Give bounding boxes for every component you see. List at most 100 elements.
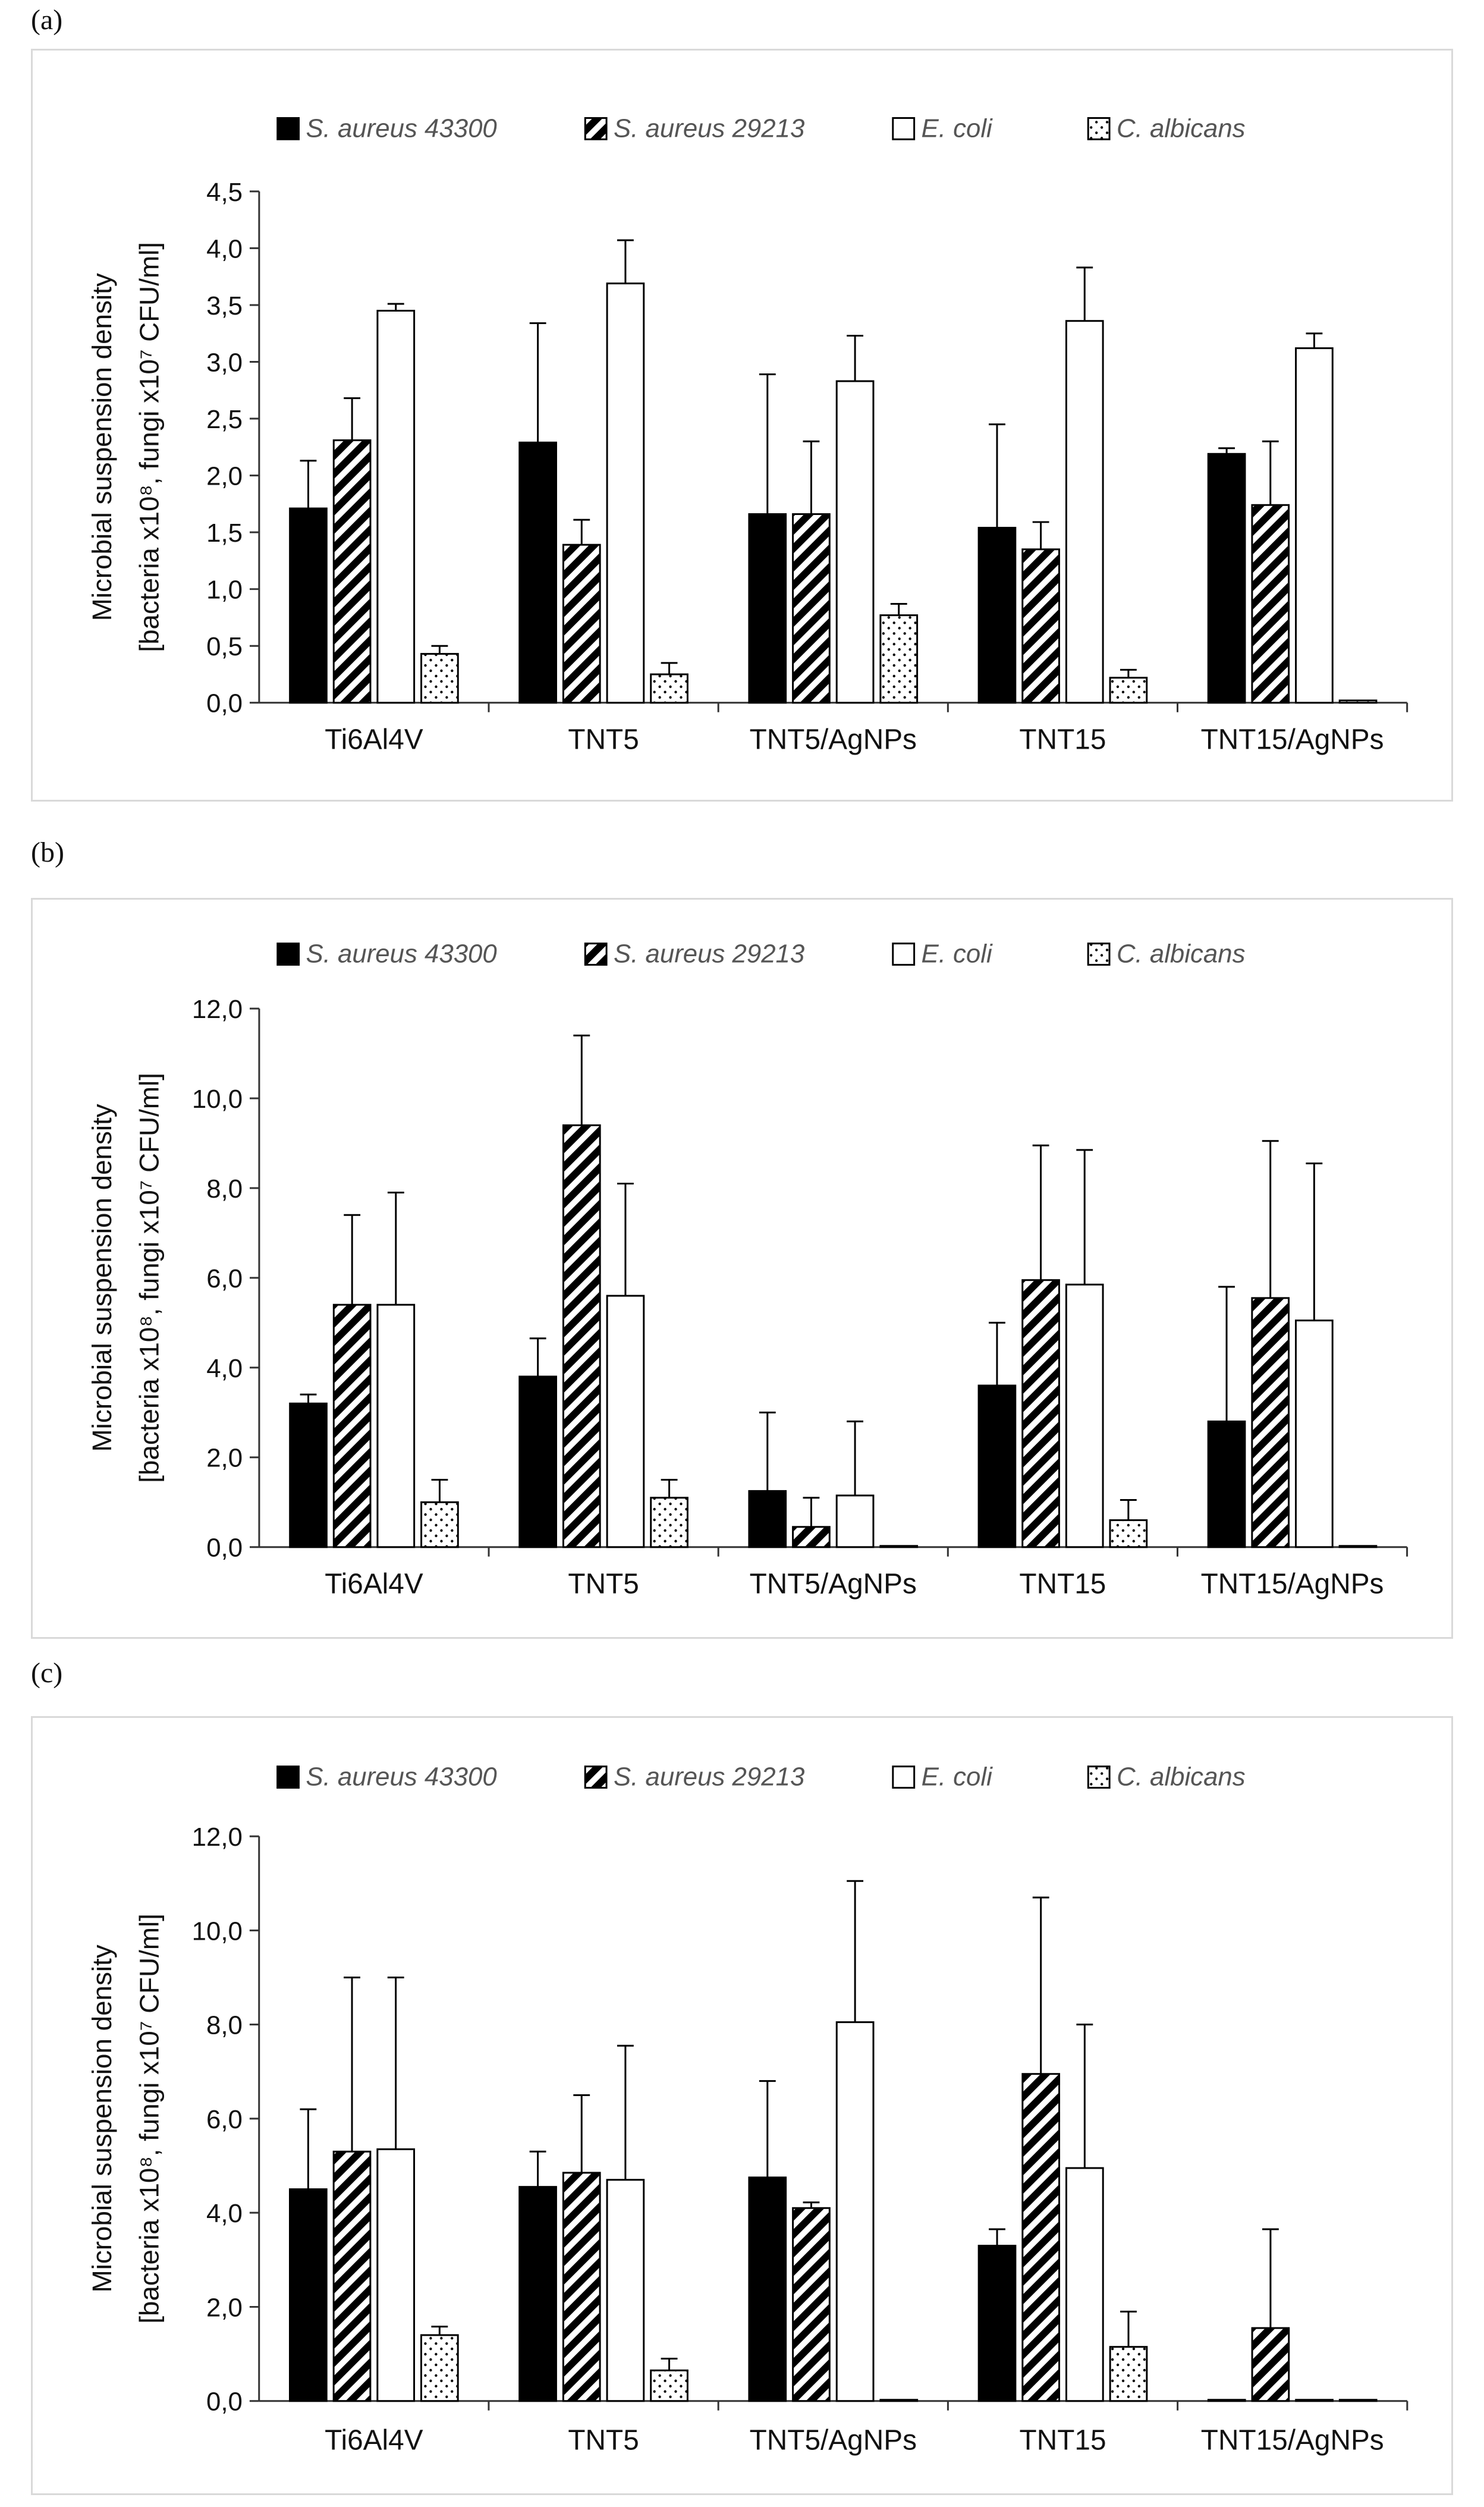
y-tick-label: 4,5	[206, 178, 243, 207]
bar-s-aureus-29213-tnt5	[562, 1124, 601, 1548]
bar-c-albicans-tnt5	[650, 2369, 688, 2402]
y-tick-label: 4,0	[206, 234, 243, 263]
bar-e-coli-ti6al4v	[376, 1303, 416, 1548]
y-tick-label: 4,0	[206, 1354, 243, 1383]
bar-c-albicans-tnt5-agnps	[879, 1545, 919, 1548]
y-tick-label: 0,0	[206, 2387, 243, 2417]
x-category-label: Ti6Al4V	[325, 2424, 423, 2456]
chart-c: S. aureus 43300 S. aureus 29213 E. coli C. …	[31, 1716, 1453, 2495]
legend-swatch-s-aureus-43300	[276, 943, 300, 966]
bar-s-aureus-43300-tnt15	[977, 527, 1017, 704]
chart-a-svg: S. aureus 43300 S. aureus 29213 E. coli C. …	[87, 114, 1408, 755]
x-category-label: Ti6Al4V	[325, 724, 423, 755]
y-axis-title-line1: Microbial suspension density	[87, 273, 117, 621]
bar-c-albicans-tnt5-agnps	[879, 2399, 919, 2402]
y-tick-label: 6,0	[206, 2105, 243, 2134]
chart-b-svg: S. aureus 43300 S. aureus 29213 E. coli C. …	[87, 939, 1408, 1600]
bar-e-coli-tnt15	[1065, 320, 1104, 704]
x-category-label: TNT5/AgNPs	[750, 724, 917, 755]
y-axis-title-line2: [bacteria x10⁸, fungi x10⁷ CFU/ml]	[134, 1073, 165, 1483]
chart-a: S. aureus 43300 S. aureus 29213 E. coli C. …	[31, 49, 1453, 802]
y-tick-label: 2,0	[206, 1444, 243, 1473]
bar-s-aureus-43300-tnt15-agnps	[1207, 2399, 1246, 2402]
y-tick-label: 1,0	[206, 576, 243, 605]
x-category-label: TNT15	[1019, 1568, 1106, 1600]
legend-swatch-s-aureus-43300	[276, 1765, 300, 1789]
y-axis-title-line1: Microbial suspension density	[87, 1944, 117, 2292]
bar-c-albicans-tnt5	[650, 1497, 688, 1548]
y-tick-label: 1,5	[206, 519, 243, 548]
y-tick-label: 2,0	[206, 2293, 243, 2322]
bar-s-aureus-29213-tnt15	[1021, 1279, 1060, 1548]
bar-s-aureus-43300-tnt5	[518, 441, 557, 704]
y-axis-title-line2: [bacteria x10⁸, fungi x10⁷ CFU/ml]	[134, 1914, 165, 2324]
legend-swatch-c-albicans	[1087, 943, 1111, 966]
x-category-label: TNT5	[568, 724, 639, 755]
bar-s-aureus-29213-ti6al4v	[332, 439, 372, 704]
bar-c-albicans-tnt5-agnps	[879, 614, 919, 704]
y-axis-title-line1: Microbial suspension density	[87, 1104, 117, 1452]
bar-e-coli-tnt5	[606, 282, 645, 704]
bar-s-aureus-29213-tnt5-agnps	[792, 2207, 831, 2402]
y-tick-label: 0,5	[206, 632, 243, 661]
legend-swatch-e-coli	[892, 1765, 916, 1789]
bar-s-aureus-43300-tnt15-agnps	[1207, 453, 1246, 704]
y-tick-label: 6,0	[206, 1264, 243, 1293]
chart-c-svg: S. aureus 43300 S. aureus 29213 E. coli C. …	[87, 1762, 1408, 2456]
x-category-label: TNT5/AgNPs	[750, 1568, 917, 1600]
bar-e-coli-ti6al4v	[376, 2148, 416, 2402]
y-tick-label: 8,0	[206, 1174, 243, 1204]
bar-e-coli-tnt15	[1065, 2167, 1104, 2402]
bar-s-aureus-29213-ti6al4v	[332, 2150, 372, 2402]
legend-label-e-coli: E. coli	[922, 1762, 993, 1791]
y-tick-label: 12,0	[192, 1823, 243, 1852]
bar-e-coli-tnt5-agnps	[835, 380, 875, 704]
bar-s-aureus-43300-tnt5	[518, 1375, 558, 1548]
bar-e-coli-tnt5	[606, 2179, 645, 2402]
bar-s-aureus-29213-tnt15	[1021, 2073, 1061, 2402]
x-category-label: TNT15/AgNPs	[1201, 724, 1384, 755]
bar-s-aureus-43300-tnt5	[518, 2186, 557, 2402]
bar-s-aureus-43300-tnt15	[977, 1384, 1017, 1548]
bar-s-aureus-29213-tnt15-agnps	[1251, 504, 1290, 704]
legend-label-c-albicans: C. albicans	[1117, 1762, 1246, 1791]
legend-swatch-s-aureus-29213	[584, 117, 608, 140]
bar-c-albicans-tnt5	[650, 673, 688, 704]
panel-label-a: (a)	[31, 4, 63, 36]
legend-label-c-albicans: C. albicans	[1117, 114, 1246, 143]
bar-s-aureus-29213-tnt15	[1021, 548, 1060, 704]
y-tick-label: 2,0	[206, 462, 243, 491]
bar-e-coli-tnt5-agnps	[835, 2021, 875, 2402]
bar-c-albicans-ti6al4v	[420, 2334, 459, 2402]
chart-b: S. aureus 43300 S. aureus 29213 E. coli C. …	[31, 898, 1453, 1639]
bar-s-aureus-43300-tnt15	[977, 2245, 1017, 2402]
bar-e-coli-tnt5	[606, 1295, 645, 1548]
x-category-label: TNT5/AgNPs	[750, 2424, 917, 2456]
bar-c-albicans-tnt15	[1109, 1519, 1148, 1548]
y-tick-label: 8,0	[206, 2011, 243, 2040]
bar-s-aureus-43300-tnt15-agnps	[1207, 1420, 1246, 1548]
x-category-label: TNT5	[568, 2424, 639, 2456]
bar-c-albicans-tnt15-agnps	[1338, 2399, 1378, 2402]
bar-s-aureus-43300-ti6al4v	[289, 2188, 328, 2402]
x-category-label: TNT15/AgNPs	[1201, 2424, 1384, 2456]
legend-label-s-aureus-29213: S. aureus 29213	[614, 114, 804, 143]
x-category-label: TNT15	[1020, 2424, 1106, 2456]
bar-c-albicans-tnt15	[1109, 2346, 1148, 2402]
x-category-label: TNT15/AgNPs	[1201, 1568, 1384, 1600]
legend-swatch-e-coli	[892, 943, 916, 966]
bar-c-albicans-ti6al4v	[420, 1501, 459, 1548]
y-tick-label: 4,0	[206, 2199, 243, 2228]
y-tick-label: 3,5	[206, 291, 243, 321]
y-tick-label: 3,0	[206, 348, 243, 377]
x-category-label: TNT15	[1019, 724, 1106, 755]
x-category-label: TNT5	[568, 1568, 639, 1600]
bar-e-coli-tnt15-agnps	[1295, 1320, 1334, 1548]
legend-label-c-albicans: C. albicans	[1117, 939, 1246, 968]
y-tick-label: 10,0	[192, 1085, 243, 1114]
bar-c-albicans-tnt15-agnps	[1338, 699, 1378, 704]
bar-e-coli-tnt15-agnps	[1295, 347, 1334, 704]
bar-c-albicans-tnt15	[1109, 677, 1148, 704]
bar-e-coli-tnt15-agnps	[1295, 2399, 1334, 2402]
legend-label-e-coli: E. coli	[922, 114, 993, 143]
